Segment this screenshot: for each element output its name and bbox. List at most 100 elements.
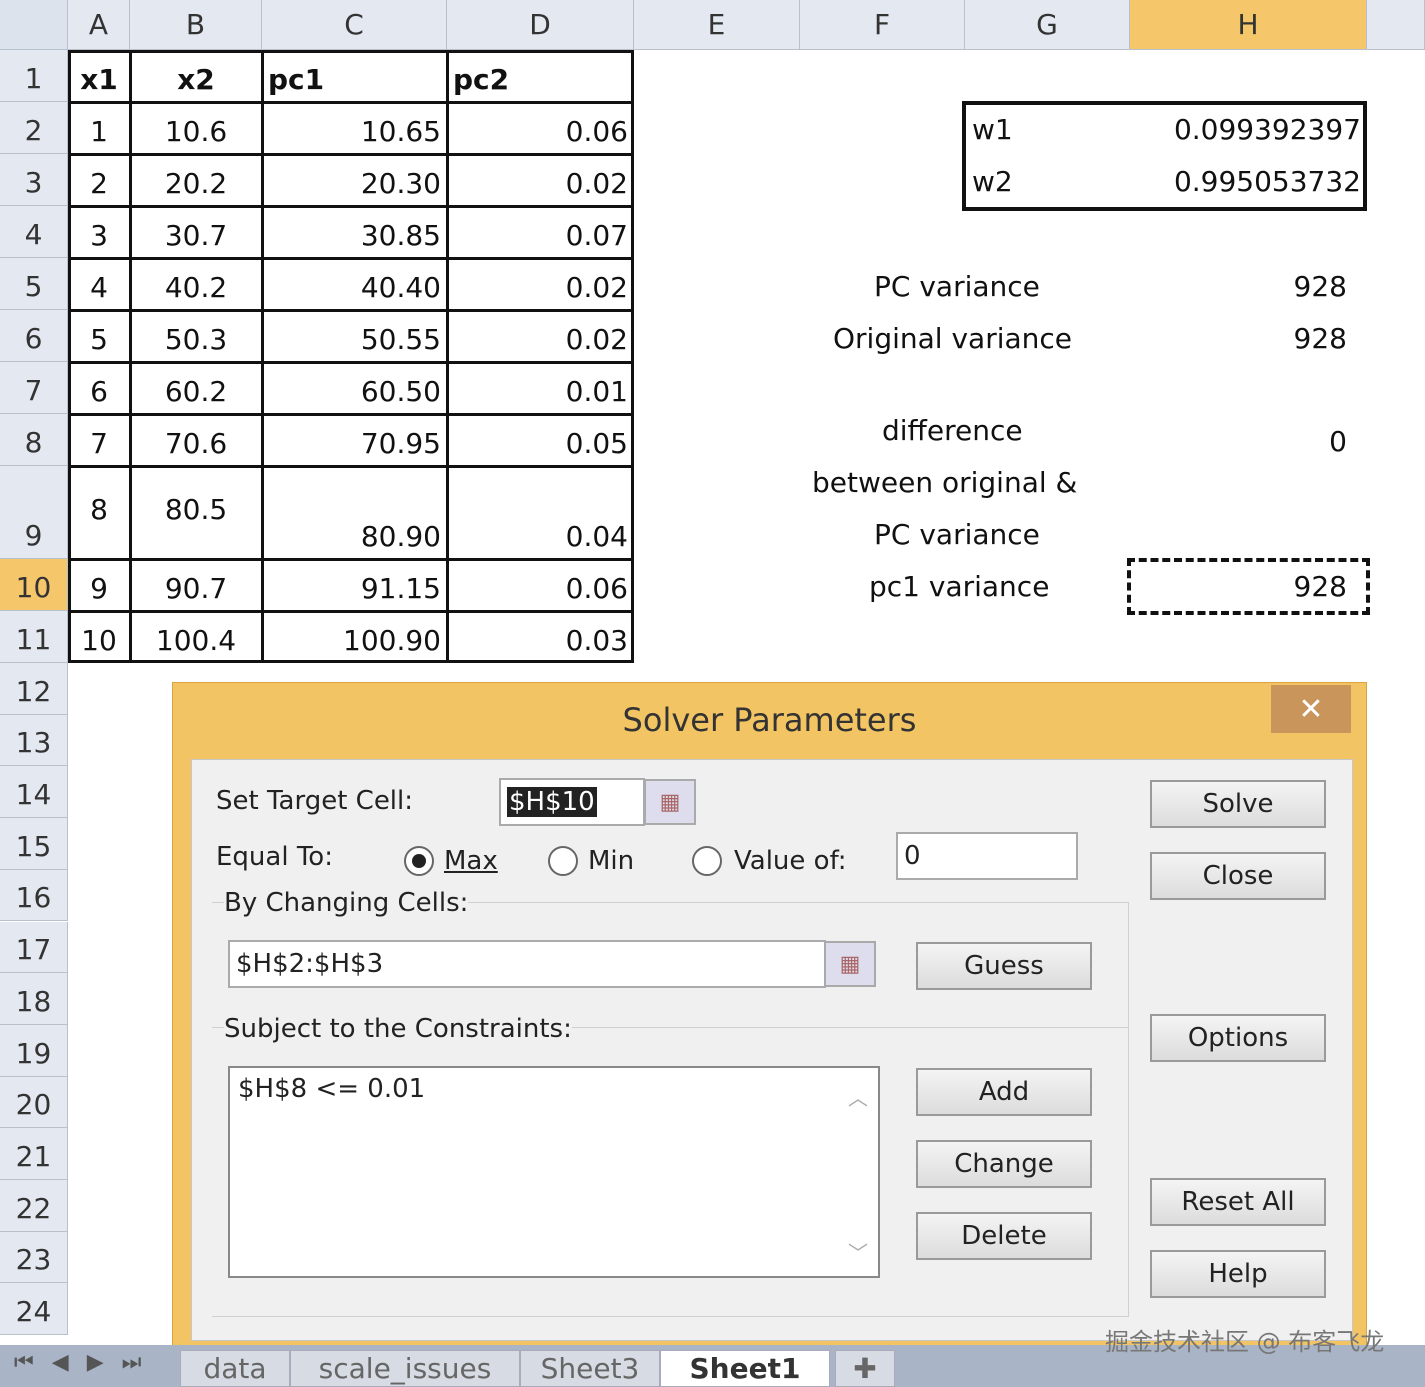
table-cell[interactable]: 9 [90, 572, 108, 605]
table-cell[interactable]: 8 [90, 493, 108, 526]
help-button[interactable]: Help [1150, 1250, 1326, 1298]
row-header-13[interactable]: 13 [0, 714, 68, 767]
column-header-B[interactable]: B [130, 0, 262, 50]
reset-all-button[interactable]: Reset All [1150, 1178, 1326, 1226]
options-button[interactable]: Options [1150, 1014, 1326, 1062]
column-header-A[interactable]: A [68, 0, 130, 50]
table-cell[interactable]: 60.50 [360, 375, 441, 408]
table-cell[interactable]: 30.85 [360, 219, 441, 252]
row-header-15[interactable]: 15 [0, 818, 68, 870]
row-header-5[interactable]: 5 [0, 258, 68, 310]
table-cell[interactable]: 10.65 [360, 115, 441, 148]
table-cell[interactable]: 100.4 [155, 624, 237, 657]
table-cell[interactable]: 91.15 [360, 572, 441, 605]
sheet-tab-scale_issues[interactable]: scale_issues [290, 1350, 520, 1387]
table-cell[interactable]: 40.2 [164, 271, 228, 304]
sheet-tab-data[interactable]: data [180, 1350, 290, 1387]
constraint-item[interactable]: $H$8 <= 0.01 [238, 1074, 426, 1104]
row-header-3[interactable]: 3 [0, 154, 68, 206]
row-header-18[interactable]: 18 [0, 973, 68, 1025]
row-header-24[interactable]: 24 [0, 1283, 68, 1336]
value-of-label[interactable]: Value of: [734, 846, 847, 876]
table-cell[interactable]: 20.2 [164, 167, 228, 200]
w2-value[interactable]: 0.995053732 [1173, 165, 1361, 198]
table-cell[interactable]: 40.40 [360, 271, 441, 304]
target-cell-input[interactable]: $H$10 [499, 778, 645, 826]
orig-variance-value[interactable]: 928 [1293, 322, 1347, 355]
max-radio[interactable] [404, 846, 434, 876]
w2-label[interactable]: w2 [972, 165, 1013, 198]
table-cell[interactable]: 0.04 [565, 520, 628, 553]
range-select-icon[interactable]: ▦ [824, 941, 876, 987]
table-cell[interactable]: 0.06 [565, 115, 628, 148]
row-header-17[interactable]: 17 [0, 921, 68, 974]
table-cell[interactable]: 0.03 [565, 624, 628, 657]
row-header-11[interactable]: 11 [0, 611, 68, 663]
column-header-blank[interactable] [1367, 0, 1425, 50]
table-cell[interactable]: 50.55 [360, 323, 441, 356]
table-cell[interactable]: 70.95 [360, 427, 441, 460]
table-cell[interactable]: 60.2 [164, 375, 228, 408]
column-header-F[interactable]: F [800, 0, 965, 50]
table-cell[interactable]: 0.02 [565, 271, 628, 304]
table-cell[interactable]: 10.6 [164, 115, 228, 148]
solve-button[interactable]: Solve [1150, 780, 1326, 828]
pc-variance-value[interactable]: 928 [1293, 270, 1347, 303]
row-header-2[interactable]: 2 [0, 102, 68, 154]
header-cell[interactable]: x2 [177, 63, 215, 96]
row-header-19[interactable]: 19 [0, 1024, 68, 1077]
table-cell[interactable]: 7 [90, 427, 108, 460]
close-button[interactable]: Close [1150, 852, 1326, 900]
row-header-12[interactable]: 12 [0, 663, 68, 715]
table-cell[interactable]: 0.05 [565, 427, 628, 460]
table-cell[interactable]: 30.7 [164, 219, 228, 252]
max-label[interactable]: Max [444, 846, 498, 876]
row-header-16[interactable]: 16 [0, 869, 68, 922]
column-header-H[interactable]: H [1130, 0, 1367, 50]
column-header-C[interactable]: C [262, 0, 447, 50]
guess-button[interactable]: Guess [916, 942, 1092, 990]
add-button[interactable]: Add [916, 1068, 1092, 1116]
active-cell-h10[interactable] [1127, 558, 1370, 615]
table-cell[interactable]: 50.3 [164, 323, 228, 356]
range-select-icon[interactable]: ▦ [644, 779, 696, 825]
value-of-radio[interactable] [692, 846, 722, 876]
row-header-21[interactable]: 21 [0, 1128, 68, 1180]
select-all-corner[interactable] [0, 0, 68, 50]
table-cell[interactable]: 10 [81, 624, 117, 657]
table-cell[interactable]: 0.02 [565, 167, 628, 200]
change-button[interactable]: Change [916, 1140, 1092, 1188]
row-header-20[interactable]: 20 [0, 1076, 68, 1129]
table-cell[interactable]: 0.02 [565, 323, 628, 356]
sheet-tab-sheet1[interactable]: Sheet1 [660, 1350, 830, 1387]
scroll-up-icon[interactable]: ︿ [848, 1086, 868, 1110]
row-header-1[interactable]: 1 [0, 50, 68, 102]
row-header-10[interactable]: 10 [0, 559, 68, 611]
table-cell[interactable]: 6 [90, 375, 108, 408]
table-cell[interactable]: 70.6 [164, 427, 228, 460]
table-cell[interactable]: 4 [90, 271, 108, 304]
table-cell[interactable]: 100.90 [343, 624, 441, 657]
sheet-tab-sheet3[interactable]: Sheet3 [520, 1350, 660, 1387]
orig-variance-label[interactable]: Original variance [833, 322, 1073, 355]
w1-label[interactable]: w1 [972, 113, 1013, 146]
insert-sheet-icon[interactable]: ✚ [835, 1350, 895, 1387]
column-header-D[interactable]: D [447, 0, 634, 50]
table-cell[interactable]: 0.07 [565, 219, 628, 252]
column-header-G[interactable]: G [965, 0, 1130, 50]
table-cell[interactable]: 2 [90, 167, 108, 200]
constraints-list[interactable]: $H$8 <= 0.01 ︿ ﹀ [228, 1066, 880, 1278]
row-header-6[interactable]: 6 [0, 310, 68, 362]
w1-value[interactable]: 0.099392397 [1173, 113, 1361, 146]
table-cell[interactable]: 80.90 [360, 520, 441, 553]
row-header-7[interactable]: 7 [0, 362, 68, 414]
pc1-variance-value[interactable]: 928 [1293, 570, 1347, 603]
table-cell[interactable]: 80.5 [164, 493, 228, 526]
row-header-23[interactable]: 23 [0, 1231, 68, 1284]
min-radio[interactable] [548, 846, 578, 876]
row-header-9[interactable]: 9 [0, 466, 68, 559]
diff-value[interactable]: 0 [1329, 425, 1347, 458]
header-cell[interactable]: pc1 [268, 63, 325, 96]
table-cell[interactable]: 90.7 [164, 572, 228, 605]
table-cell[interactable]: 20.30 [360, 167, 441, 200]
